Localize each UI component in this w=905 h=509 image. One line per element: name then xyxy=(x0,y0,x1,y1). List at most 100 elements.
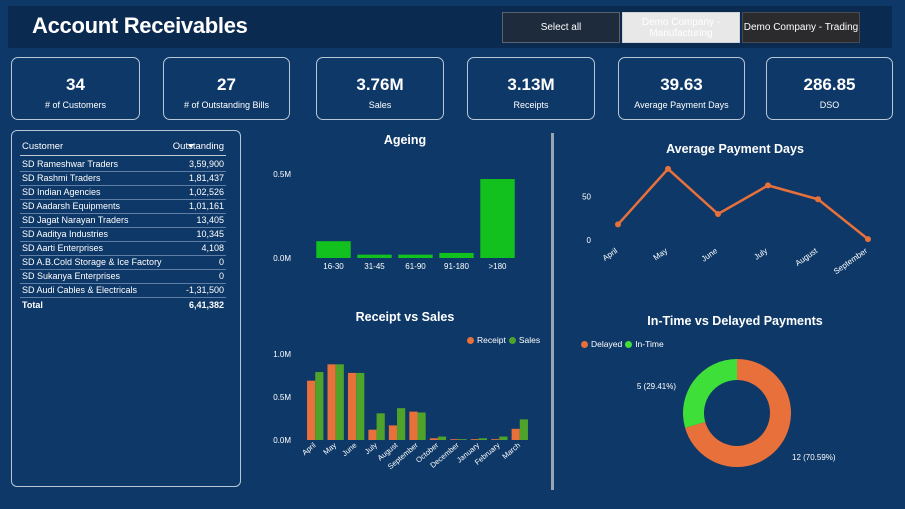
receipt-bar xyxy=(491,439,500,440)
legend-label-intime: In-Time xyxy=(635,339,664,349)
sales-bar xyxy=(315,372,324,440)
kpi-label: # of Outstanding Bills xyxy=(183,100,270,110)
slicer-select-all-button[interactable]: Select all xyxy=(502,12,620,43)
receipt-bar xyxy=(450,439,459,440)
y-tick-label: 0.0M xyxy=(273,254,291,263)
ageing-chart-title: Ageing xyxy=(383,133,427,147)
x-tick-label: August xyxy=(794,246,820,268)
column-header-customer[interactable]: Customer xyxy=(22,141,64,152)
customer-cell: SD Rashmi Traders xyxy=(22,173,101,183)
outstanding-cell: 13,405 xyxy=(196,215,224,225)
table-row[interactable]: SD Audi Cables & Electricals -1,31,500 xyxy=(20,284,226,298)
table-row[interactable]: SD Jagat Narayan Traders 13,405 xyxy=(20,214,226,228)
y-tick-label: 0.0M xyxy=(273,436,291,445)
ageing-bar xyxy=(398,254,433,258)
kpi-card-outstanding-bills: 27 # of Outstanding Bills xyxy=(163,57,290,120)
outstanding-table: Customer Outstanding SD Rameshwar Trader… xyxy=(11,130,241,487)
y-tick-label: 0.5M xyxy=(273,393,291,402)
y-tick-label: 50 xyxy=(582,193,591,202)
outstanding-cell: 10,345 xyxy=(196,229,224,239)
header-bar: Account Receivables Select all Demo Comp… xyxy=(8,6,892,48)
table-row[interactable]: SD Indian Agencies 1,02,526 xyxy=(20,186,226,200)
ageing-bar xyxy=(357,254,392,258)
sales-legend-dot xyxy=(508,336,516,344)
sales-bar xyxy=(417,412,426,440)
in-time-slice xyxy=(683,359,737,428)
avg-payment-days-point xyxy=(715,211,721,217)
total-value: 6,41,382 xyxy=(188,300,224,310)
ageing-bar xyxy=(316,241,351,258)
x-tick-label: May xyxy=(321,440,338,456)
outstanding-cell: 0 xyxy=(218,271,224,281)
table-row[interactable]: SD Rameshwar Traders 3,59,900 xyxy=(20,158,226,172)
outstanding-cell: 4,108 xyxy=(201,243,224,253)
receipt-bar xyxy=(511,428,520,440)
sales-bar xyxy=(397,408,406,440)
receipt-bar xyxy=(327,364,336,440)
x-tick-label: March xyxy=(500,441,522,461)
sales-bar xyxy=(437,436,447,440)
kpi-label: # of Customers xyxy=(44,100,107,110)
column-header-outstanding[interactable]: Outstanding xyxy=(172,141,224,152)
y-tick-label: 0.5M xyxy=(273,170,291,179)
table-row[interactable]: SD Aadarsh Equipments 1,01,161 xyxy=(20,200,226,214)
x-tick-label: May xyxy=(652,246,670,262)
receipt-sales-legend: Receipt Sales xyxy=(467,335,540,345)
x-tick-label: June xyxy=(700,246,720,264)
avg-payment-days-point xyxy=(765,182,771,189)
x-tick-label: 61-90 xyxy=(405,262,426,271)
x-tick-label: >180 xyxy=(488,262,507,271)
avg-payment-days-point xyxy=(665,165,671,172)
outstanding-cell: 0 xyxy=(218,257,224,267)
sales-bar xyxy=(458,439,467,440)
x-tick-label: June xyxy=(340,441,358,458)
customer-cell: SD Indian Agencies xyxy=(22,187,101,197)
delayed-data-label: 12 (70.59%) xyxy=(792,453,836,462)
x-tick-label: April xyxy=(601,246,619,263)
receipt-bar xyxy=(409,411,418,440)
x-tick-label: 31-45 xyxy=(364,262,385,271)
avg-payment-days-point xyxy=(865,236,871,243)
outstanding-cell: 3,59,900 xyxy=(188,159,224,169)
customer-cell: SD Rameshwar Traders xyxy=(22,159,119,169)
sales-bar xyxy=(356,372,365,440)
sort-descending-icon[interactable] xyxy=(188,144,194,148)
kpi-value: 39.63 xyxy=(660,75,703,94)
customer-cell: SD Aaditya Industries xyxy=(22,229,109,239)
kpi-value: 3.76M xyxy=(356,75,404,94)
table-row[interactable]: SD Aaditya Industries 10,345 xyxy=(20,228,226,242)
avg-payment-days-point xyxy=(815,196,821,203)
y-tick-label: 0 xyxy=(587,236,592,245)
x-tick-label: September xyxy=(832,246,869,276)
kpi-card-customers: 34 # of Customers xyxy=(11,57,140,120)
x-tick-label: 16-30 xyxy=(323,262,344,271)
sales-bar xyxy=(376,413,385,440)
table-row[interactable]: SD Aarti Enterprises 4,108 xyxy=(20,242,226,256)
table-row[interactable]: SD Rashmi Traders 1,81,437 xyxy=(20,172,226,186)
ageing-bar xyxy=(480,179,515,258)
kpi-label: DSO xyxy=(819,100,840,110)
intime-delayed-donut-chart: 12 (70.59%) 5 (29.41%) xyxy=(637,359,836,467)
kpi-card-avg-payment-days: 39.63 Average Payment Days xyxy=(618,57,745,120)
section-divider xyxy=(551,133,554,490)
ageing-bar xyxy=(439,252,474,258)
receipt-legend-dot xyxy=(467,336,474,344)
customer-cell: SD Audi Cables & Electricals xyxy=(22,285,138,295)
avg-payment-days-chart: 0 50 April May June July August September xyxy=(582,165,871,276)
kpi-label: Sales xyxy=(368,100,392,110)
table-row[interactable]: SD Sukanya Enterprises 0 xyxy=(20,270,226,284)
slicer-trading-button[interactable]: Demo Company - Trading xyxy=(742,12,860,43)
x-tick-label: 91-180 xyxy=(444,262,469,271)
intime-data-label: 5 (29.41%) xyxy=(637,382,676,391)
outstanding-cell: 1,02,526 xyxy=(188,187,224,197)
kpi-card-receipts: 3.13M Receipts xyxy=(467,57,595,120)
x-tick-label: April xyxy=(300,440,318,457)
legend-label-receipt: Receipt xyxy=(477,335,506,345)
kpi-label: Receipts xyxy=(513,100,549,110)
table-row[interactable]: SD A.B.Cold Storage & Ice Factory 0 xyxy=(20,256,226,270)
legend-label-delayed: Delayed xyxy=(591,339,623,349)
table-body: SD Rameshwar Traders 3,59,900 SD Rashmi T… xyxy=(20,158,226,312)
customer-cell: SD Jagat Narayan Traders xyxy=(22,215,129,225)
slicer-manufacturing-button[interactable]: Demo Company - Manufacturing xyxy=(622,12,740,43)
